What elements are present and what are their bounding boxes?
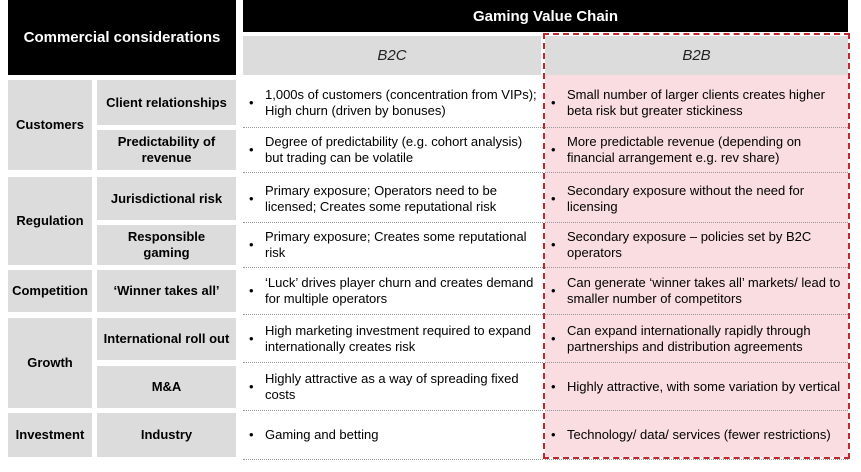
bullet: • — [551, 331, 556, 346]
bullet: • — [249, 379, 254, 394]
row-label: Predictability of revenue — [97, 130, 236, 170]
b2b-cell: • More predictable revenue (depending on … — [545, 128, 848, 173]
b2c-cell: • Gaming and betting — [243, 411, 543, 460]
b2c-cell: • Highly attractive as a way of spreading… — [243, 364, 543, 411]
row-label: Responsible gaming — [97, 225, 236, 265]
bullet: • — [551, 94, 556, 110]
bullet: • — [249, 190, 254, 206]
b2c-cell: • ‘Luck’ drives player churn and creates … — [243, 268, 543, 315]
b2b-cell: • Highly attractive, with some variation … — [545, 364, 848, 411]
b2c-text: High marketing investment required to ex… — [265, 323, 531, 354]
bullet: • — [249, 427, 254, 442]
b2b-cell: • Can expand internationally rapidly thro… — [545, 316, 848, 363]
b2b-column-header: B2B — [545, 36, 848, 75]
row-label: Jurisdictional risk — [97, 177, 236, 220]
b2b-text: Can generate ‘winner takes all’ markets/… — [567, 275, 841, 306]
bullet: • — [249, 94, 254, 110]
bullet: • — [249, 331, 254, 346]
b2c-cell: • Primary exposure; Operators need to be … — [243, 175, 543, 223]
b2b-text: Can expand internationally rapidly throu… — [567, 323, 811, 354]
b2c-text: 1,000s of customers (concentration from … — [265, 86, 537, 118]
gaming-value-chain-header: Gaming Value Chain — [243, 0, 848, 32]
b2c-cell: • Degree of predictability (e.g. cohort a… — [243, 128, 543, 173]
row-label: Industry — [97, 413, 236, 457]
b2b-text: Secondary exposure – policies set by B2C… — [567, 229, 812, 260]
bullet: • — [249, 283, 254, 298]
b2c-text: ‘Luck’ drives player churn and creates d… — [265, 275, 534, 306]
group-label: Customers — [8, 80, 92, 170]
bullet: • — [551, 237, 556, 252]
b2b-cell: • Small number of larger clients creates … — [545, 78, 848, 128]
group-label: Investment — [8, 413, 92, 457]
row-label: M&A — [97, 366, 236, 408]
b2b-text: Secondary exposure without the need for … — [567, 182, 805, 214]
b2b-cell: • Secondary exposure without the need for… — [545, 175, 848, 223]
b2c-text: Highly attractive as a way of spreading … — [265, 371, 519, 402]
b2b-text: Technology/ data/ services (fewer restri… — [567, 427, 831, 442]
group-label: Growth — [8, 318, 92, 408]
row-label: ‘Winner takes all’ — [97, 270, 236, 312]
b2b-text: Small number of larger clients creates h… — [567, 86, 825, 118]
b2c-text: Primary exposure; Operators need to be l… — [265, 182, 497, 214]
bullet: • — [551, 190, 556, 206]
b2b-column-background — [545, 36, 848, 457]
group-label: Competition — [8, 270, 92, 312]
b2b-cell: • Secondary exposure – policies set by B2… — [545, 223, 848, 268]
b2c-cell: • Primary exposure; Creates some reputati… — [243, 223, 543, 268]
b2b-text: More predictable revenue (depending on f… — [567, 134, 802, 165]
b2c-text: Gaming and betting — [265, 427, 379, 442]
group-label: Regulation — [8, 177, 92, 265]
row-label: International roll out — [97, 318, 236, 360]
bullet: • — [551, 142, 556, 157]
b2c-text: Degree of predictability (e.g. cohort an… — [265, 134, 523, 165]
b2c-text: Primary exposure; Creates some reputatio… — [265, 229, 527, 260]
commercial-considerations-header: Commercial considerations — [8, 0, 236, 75]
b2c-column-header: B2C — [243, 36, 541, 75]
b2b-cell: • Can generate ‘winner takes all’ markets… — [545, 268, 848, 315]
b2b-cell: • Technology/ data/ services (fewer restr… — [545, 411, 848, 460]
bullet: • — [551, 379, 556, 394]
bullet: • — [551, 283, 556, 298]
b2c-cell: • High marketing investment required to e… — [243, 316, 543, 363]
bullet: • — [249, 237, 254, 252]
b2c-cell: • 1,000s of customers (concentration from… — [243, 78, 543, 128]
bullet: • — [551, 427, 556, 442]
bullet: • — [249, 142, 254, 157]
b2b-text: Highly attractive, with some variation b… — [567, 379, 841, 394]
row-label: Client relationships — [97, 80, 236, 125]
